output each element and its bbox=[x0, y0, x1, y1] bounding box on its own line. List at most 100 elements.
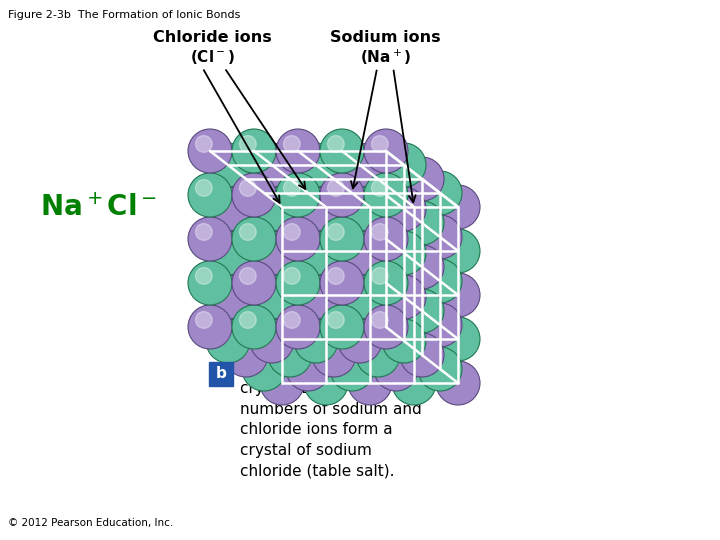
Circle shape bbox=[284, 268, 300, 285]
Circle shape bbox=[374, 303, 418, 347]
Circle shape bbox=[372, 312, 388, 328]
Circle shape bbox=[268, 245, 312, 289]
Circle shape bbox=[284, 136, 300, 152]
Circle shape bbox=[382, 309, 398, 326]
Circle shape bbox=[284, 224, 300, 240]
Circle shape bbox=[444, 368, 460, 384]
Circle shape bbox=[374, 259, 418, 303]
Circle shape bbox=[338, 187, 382, 231]
Circle shape bbox=[408, 252, 424, 268]
Circle shape bbox=[400, 368, 416, 384]
Circle shape bbox=[267, 280, 284, 296]
Circle shape bbox=[232, 305, 276, 349]
Circle shape bbox=[382, 319, 426, 363]
Circle shape bbox=[294, 319, 338, 363]
Circle shape bbox=[346, 326, 362, 342]
Circle shape bbox=[224, 201, 268, 245]
Circle shape bbox=[436, 361, 480, 405]
Circle shape bbox=[267, 192, 284, 208]
Circle shape bbox=[338, 266, 354, 282]
Circle shape bbox=[364, 217, 408, 261]
Circle shape bbox=[249, 266, 266, 282]
Circle shape bbox=[224, 333, 268, 377]
Circle shape bbox=[346, 150, 362, 166]
Circle shape bbox=[328, 312, 344, 328]
Circle shape bbox=[267, 368, 284, 384]
Text: (Cl$^-$): (Cl$^-$) bbox=[190, 48, 235, 66]
Text: Na$^+$Cl$^-$: Na$^+$Cl$^-$ bbox=[40, 194, 157, 222]
Circle shape bbox=[356, 280, 372, 296]
Circle shape bbox=[330, 347, 374, 391]
Circle shape bbox=[356, 157, 400, 201]
Circle shape bbox=[267, 235, 284, 252]
Circle shape bbox=[348, 229, 392, 273]
Circle shape bbox=[214, 150, 230, 166]
Circle shape bbox=[268, 289, 312, 333]
Circle shape bbox=[408, 340, 424, 356]
Circle shape bbox=[232, 252, 248, 268]
Circle shape bbox=[232, 129, 276, 173]
Circle shape bbox=[392, 185, 436, 229]
Circle shape bbox=[286, 347, 330, 391]
Circle shape bbox=[312, 280, 328, 296]
Circle shape bbox=[364, 252, 380, 268]
Circle shape bbox=[286, 259, 330, 303]
Circle shape bbox=[356, 192, 372, 208]
Circle shape bbox=[372, 136, 388, 152]
Circle shape bbox=[242, 171, 286, 215]
Circle shape bbox=[196, 224, 212, 240]
Circle shape bbox=[338, 354, 354, 370]
Circle shape bbox=[294, 187, 338, 231]
Circle shape bbox=[408, 164, 424, 180]
Circle shape bbox=[418, 259, 462, 303]
Circle shape bbox=[400, 192, 416, 208]
Circle shape bbox=[188, 217, 232, 261]
Circle shape bbox=[302, 150, 318, 166]
Circle shape bbox=[426, 354, 442, 370]
Circle shape bbox=[224, 245, 268, 289]
Circle shape bbox=[294, 178, 310, 194]
Circle shape bbox=[390, 326, 406, 342]
Circle shape bbox=[250, 319, 294, 363]
Circle shape bbox=[232, 295, 248, 312]
Circle shape bbox=[224, 157, 268, 201]
Circle shape bbox=[312, 368, 328, 384]
Circle shape bbox=[284, 180, 300, 197]
Circle shape bbox=[390, 194, 406, 210]
Circle shape bbox=[276, 217, 320, 261]
Circle shape bbox=[232, 164, 248, 180]
Circle shape bbox=[418, 347, 462, 391]
Circle shape bbox=[312, 289, 356, 333]
Circle shape bbox=[294, 309, 310, 326]
Circle shape bbox=[364, 173, 408, 217]
Text: Sodium chloride
crystal. Large
numbers of sodium and
chloride ions form a
crysta: Sodium chloride crystal. Large numbers o… bbox=[240, 361, 422, 478]
Circle shape bbox=[364, 207, 380, 224]
Circle shape bbox=[286, 215, 330, 259]
Circle shape bbox=[304, 273, 348, 317]
Circle shape bbox=[382, 275, 426, 319]
Circle shape bbox=[328, 180, 344, 197]
Circle shape bbox=[330, 171, 374, 215]
Circle shape bbox=[374, 347, 418, 391]
Circle shape bbox=[196, 312, 212, 328]
Circle shape bbox=[382, 231, 426, 275]
Circle shape bbox=[286, 171, 330, 215]
Circle shape bbox=[294, 275, 338, 319]
Circle shape bbox=[260, 361, 304, 405]
Circle shape bbox=[312, 235, 328, 252]
Circle shape bbox=[400, 289, 444, 333]
Circle shape bbox=[328, 136, 344, 152]
Circle shape bbox=[312, 333, 356, 377]
Circle shape bbox=[330, 259, 374, 303]
Circle shape bbox=[408, 295, 424, 312]
Circle shape bbox=[400, 280, 416, 296]
Circle shape bbox=[294, 143, 338, 187]
Circle shape bbox=[294, 221, 310, 238]
Circle shape bbox=[276, 305, 320, 349]
Circle shape bbox=[382, 178, 398, 194]
Circle shape bbox=[356, 201, 400, 245]
Circle shape bbox=[188, 173, 232, 217]
Circle shape bbox=[302, 194, 318, 210]
Circle shape bbox=[338, 275, 382, 319]
Circle shape bbox=[356, 245, 400, 289]
